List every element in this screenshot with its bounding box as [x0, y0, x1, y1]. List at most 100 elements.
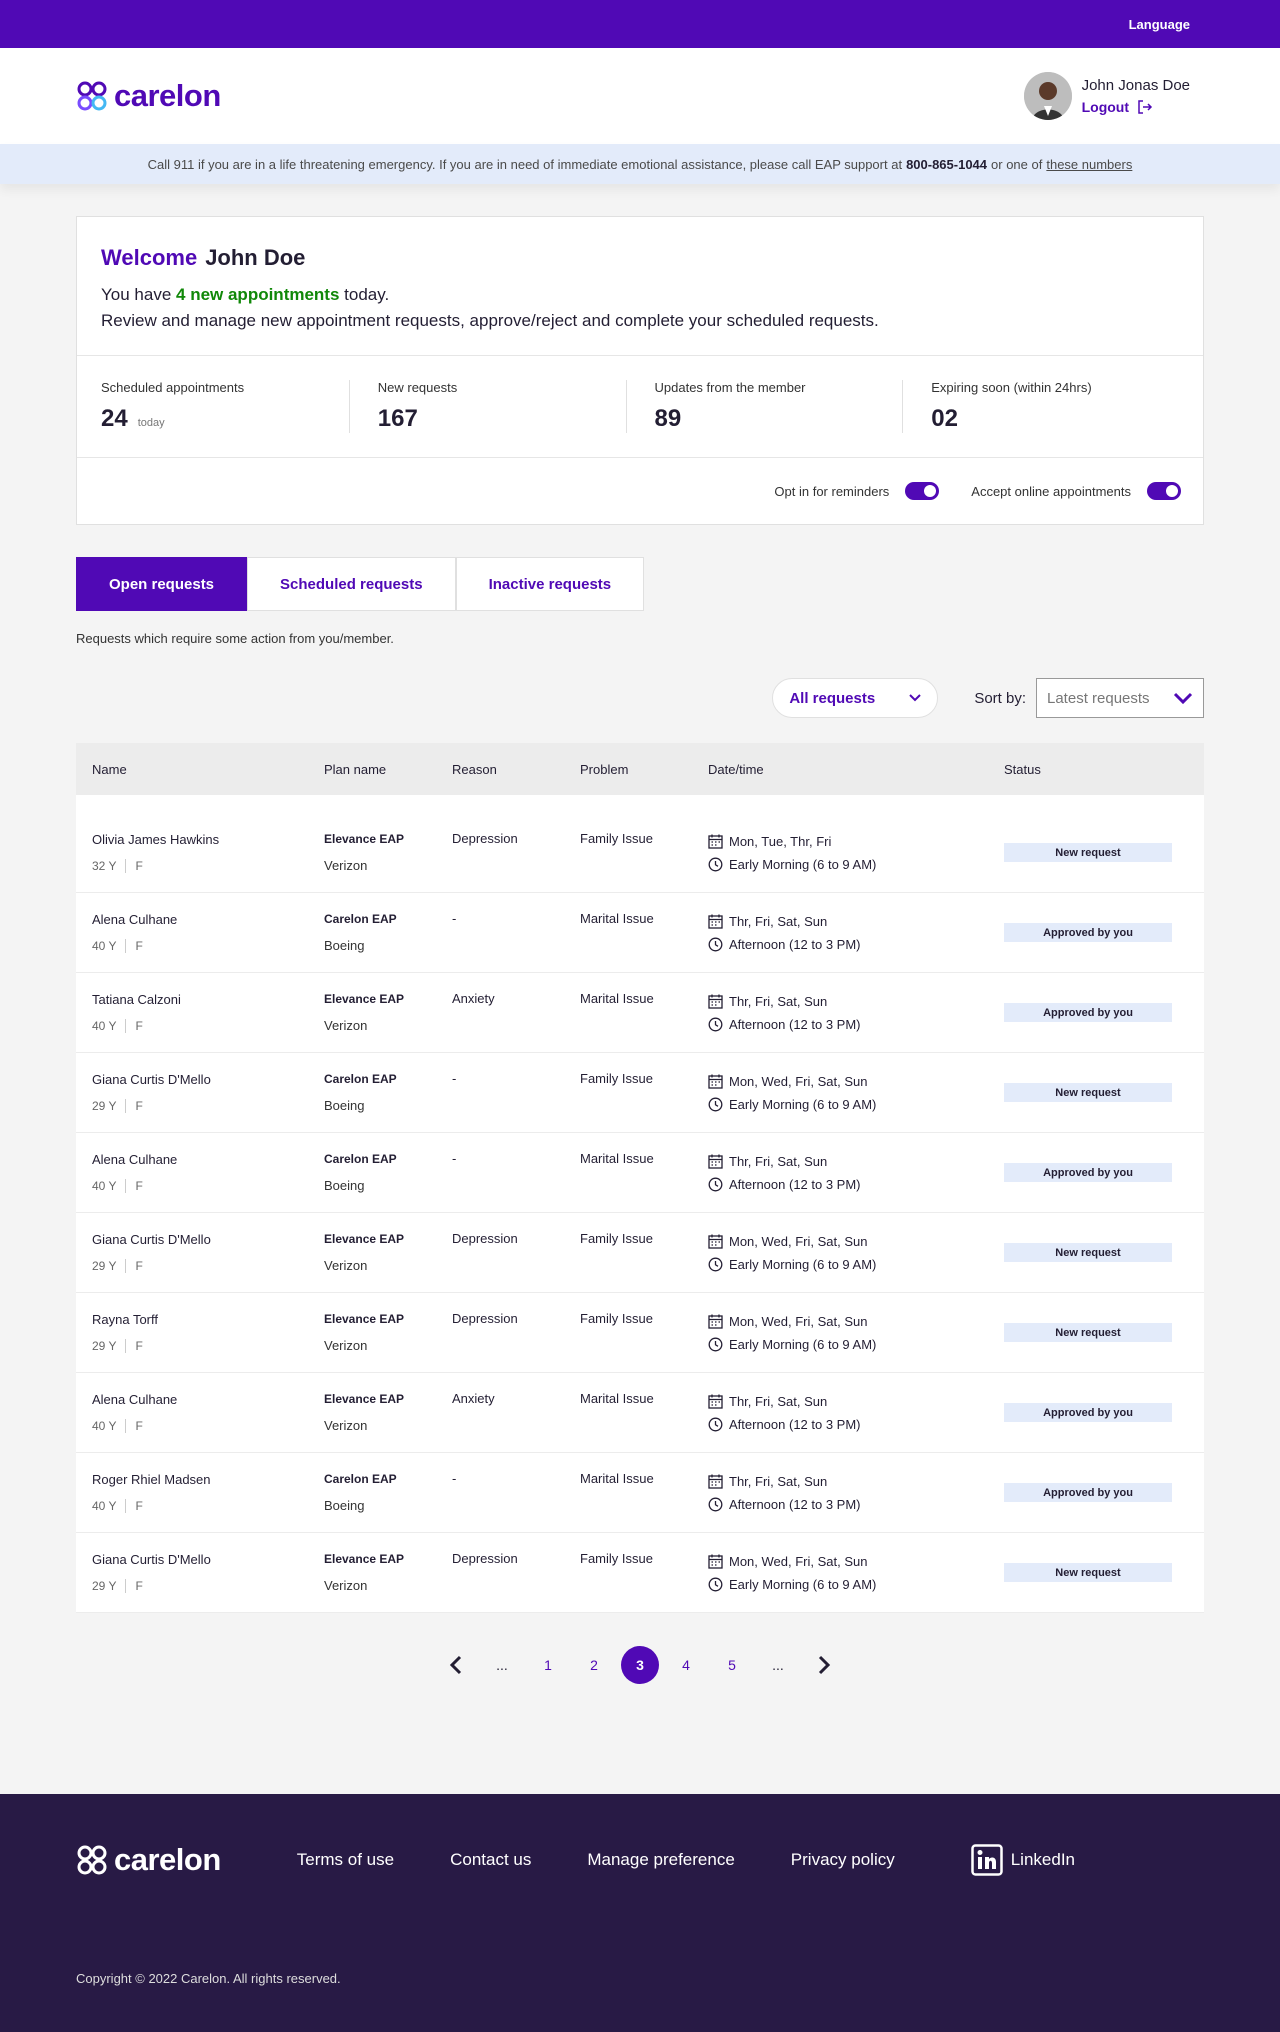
table-row[interactable]: Giana Curtis D'Mello 29 Y F Carelon EAP Boei… [76, 1053, 1204, 1133]
table-row[interactable]: Rayna Torff 29 Y F Elevance EAP Verizon Depre… [76, 1293, 1204, 1373]
days-text: Mon, Wed, Fri, Sat, Sun [729, 1313, 868, 1329]
these-numbers-link[interactable]: these numbers [1046, 156, 1133, 172]
table-header: Name Plan name Reason Problem Date/time … [76, 743, 1204, 795]
member-name[interactable]: Alena Culhane [92, 1392, 178, 1407]
cell-status: New request [1004, 1243, 1204, 1262]
time-text: Afternoon (12 to 3 PM) [729, 936, 861, 952]
table-row[interactable]: Roger Rhiel Madsen 40 Y F Carelon EAP Boeing… [76, 1453, 1204, 1533]
manage-preference-link[interactable]: Manage preference [587, 1850, 735, 1869]
member-name[interactable]: Alena Culhane [92, 1152, 178, 1167]
member-age: 29 Y [92, 1099, 117, 1113]
privacy-link[interactable]: Privacy policy [790, 1850, 895, 1869]
avatar[interactable] [1023, 72, 1072, 120]
status-badge: Approved by you [1004, 1403, 1172, 1422]
member-name[interactable]: Olivia James Hawkins [92, 832, 220, 847]
language-link[interactable]: Language [1128, 16, 1190, 32]
table-row[interactable]: Olivia James Hawkins 32 Y F Elevance EAP Ver… [76, 795, 1204, 893]
terms-link[interactable]: Terms of use [296, 1850, 395, 1869]
stat-scheduled[interactable]: Scheduled appointments 24 today [101, 380, 349, 433]
page-1[interactable]: 1 [544, 1657, 552, 1673]
stat-label: Scheduled appointments [101, 380, 245, 395]
calendar-icon [708, 1554, 723, 1569]
status-badge: Approved by you [1004, 1483, 1172, 1502]
date-days: Mon, Wed, Fri, Sat, Sun [708, 1554, 1004, 1569]
date-time: Afternoon (12 to 3 PM) [708, 1417, 1004, 1432]
eap-phone[interactable]: 800-865-1044 [906, 156, 988, 172]
member-name[interactable]: Giana Curtis D'Mello [92, 1072, 211, 1087]
member-name[interactable]: Roger Rhiel Madsen [92, 1472, 211, 1487]
date-days: Mon, Wed, Fri, Sat, Sun [708, 1234, 1004, 1249]
contact-link[interactable]: Contact us [450, 1850, 532, 1869]
linkedin-link[interactable]: LinkedIn [970, 1844, 1075, 1876]
plan-name: Elevance EAP [324, 1312, 405, 1326]
page-4[interactable]: 4 [682, 1657, 690, 1673]
request-filter-dropdown[interactable]: All requests [772, 678, 939, 718]
header-problem[interactable]: Problem [580, 761, 629, 777]
linkedin-icon [970, 1844, 1003, 1876]
reason-text: Anxiety [452, 1390, 495, 1406]
header-name[interactable]: Name [92, 761, 127, 777]
table-row[interactable]: Alena Culhane 40 Y F Carelon EAP Boeing - Mari… [76, 1133, 1204, 1213]
cell-name: Giana Curtis D'Mello 29 Y F [76, 1232, 324, 1273]
member-demographics: 40 Y F [92, 1419, 324, 1433]
cell-name: Giana Curtis D'Mello 29 Y F [76, 1552, 324, 1593]
header-date[interactable]: Date/time [708, 761, 764, 777]
reminders-toggle[interactable] [905, 482, 940, 500]
member-name[interactable]: Alena Culhane [92, 912, 178, 927]
header-reason[interactable]: Reason [452, 761, 497, 777]
plan-organization: Boeing [324, 938, 365, 953]
member-name[interactable]: Giana Curtis D'Mello [92, 1232, 211, 1247]
logout-button[interactable]: Logout [1082, 99, 1190, 115]
logo[interactable]: carelon [76, 78, 221, 114]
plan-organization: Boeing [324, 1178, 365, 1193]
prev-page-button[interactable] [433, 1646, 479, 1684]
cell-date: Mon, Wed, Fri, Sat, Sun Early Morning (6 … [708, 1074, 1004, 1112]
next-page-button[interactable] [801, 1646, 847, 1684]
stat-member-updates[interactable]: Updates from the member 89 [625, 380, 903, 433]
plan-name: Carelon EAP [324, 1472, 397, 1486]
tab-open-requests[interactable]: Open requests [76, 557, 248, 611]
table-row[interactable]: Giana Curtis D'Mello 29 Y F Elevance EAP Ver… [76, 1533, 1204, 1613]
date-time: Afternoon (12 to 3 PM) [708, 1497, 1004, 1512]
header-status[interactable]: Status [1004, 761, 1041, 777]
status-badge: Approved by you [1004, 1163, 1172, 1182]
member-name[interactable]: Tatiana Calzoni [92, 992, 181, 1007]
header-plan[interactable]: Plan name [324, 761, 387, 777]
table-row[interactable]: Giana Curtis D'Mello 29 Y F Elevance EAP Ver… [76, 1213, 1204, 1293]
calendar-icon [708, 1394, 723, 1409]
online-appointments-toggle[interactable] [1147, 482, 1181, 500]
cell-plan: Carelon EAP Boeing [324, 1472, 452, 1513]
table-body: Olivia James Hawkins 32 Y F Elevance EAP Ver… [76, 795, 1204, 1613]
date-time: Afternoon (12 to 3 PM) [708, 1177, 1004, 1192]
status-badge: New request [1004, 1563, 1172, 1582]
divider [125, 939, 127, 953]
table-row[interactable]: Tatiana Calzoni 40 Y F Elevance EAP Verizon A… [76, 973, 1204, 1053]
stat-new-requests[interactable]: New requests 167 [348, 380, 626, 433]
footer-logo[interactable]: carelon [76, 1842, 221, 1878]
problem-text: Marital Issue [580, 910, 654, 926]
table-row[interactable]: Alena Culhane 40 Y F Carelon EAP Boeing - Mari… [76, 893, 1204, 973]
problem-text: Family Issue [580, 1550, 653, 1566]
member-gender: F [135, 859, 143, 873]
date-days: Mon, Tue, Thr, Fri [708, 834, 1004, 849]
reminders-toggle-group: Opt in for reminders [774, 482, 940, 500]
member-name[interactable]: Rayna Torff [92, 1312, 159, 1327]
table-row[interactable]: Alena Culhane 40 Y F Elevance EAP Verizon Anx… [76, 1373, 1204, 1453]
reason-text: - [452, 1150, 457, 1166]
cell-plan: Elevance EAP Verizon [324, 1552, 452, 1593]
sort-select[interactable]: Latest requests [1036, 678, 1204, 718]
member-age: 29 Y [92, 1579, 117, 1593]
page-2[interactable]: 2 [590, 1657, 598, 1673]
page-5[interactable]: 5 [728, 1657, 736, 1673]
footer-row: carelon Terms of use Contact us Manage p… [76, 1842, 1204, 1878]
tab-inactive-requests[interactable]: Inactive requests [455, 557, 645, 611]
calendar-icon [708, 994, 723, 1009]
page-3[interactable]: 3 [617, 1646, 663, 1684]
time-text: Afternoon (12 to 3 PM) [729, 1016, 861, 1032]
cell-status: Approved by you [1004, 1403, 1204, 1422]
stat-expiring-soon[interactable]: Expiring soon (within 24hrs) 02 [902, 380, 1179, 433]
member-name[interactable]: Giana Curtis D'Mello [92, 1552, 211, 1567]
status-badge: New request [1004, 1243, 1172, 1262]
tab-description: Requests which require some action from … [76, 631, 394, 646]
tab-scheduled-requests[interactable]: Scheduled requests [247, 557, 456, 611]
